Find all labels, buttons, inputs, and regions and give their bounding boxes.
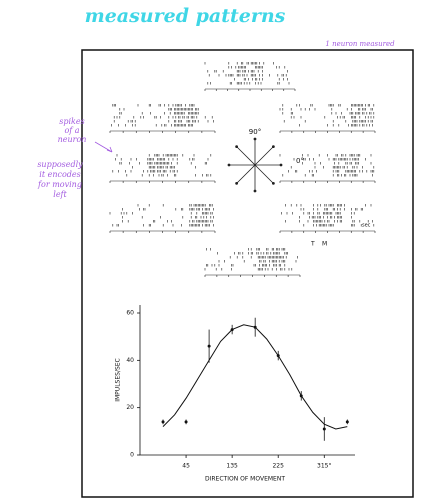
figure-frame	[81, 49, 414, 498]
note-line: of a	[64, 126, 79, 135]
arrow-head	[253, 137, 257, 141]
note-arrow	[94, 141, 113, 153]
y-tick-label: 20	[126, 404, 134, 411]
raster-panel	[279, 154, 376, 183]
data-point	[322, 427, 326, 431]
data-point	[299, 394, 303, 398]
x-tick-label: 315°	[317, 463, 331, 470]
note-line: supposedly	[37, 160, 83, 169]
arrow-head	[271, 145, 275, 149]
x-axis-label: DIRECTION OF MOVEMENT	[205, 476, 285, 483]
raster-panel	[204, 62, 296, 91]
raster-panel	[109, 104, 216, 133]
arrow-head	[227, 163, 231, 167]
direction-arrow	[236, 146, 256, 166]
arrow-head	[235, 145, 239, 149]
note-line: it encodes	[39, 170, 80, 179]
angle-0: 0°	[296, 157, 304, 165]
raster-panel	[109, 204, 216, 233]
direction-star	[227, 137, 283, 193]
m-label: M	[322, 241, 327, 248]
chart: 0 20 40 60 45 135 225 315° IMPULSES/SEC DIRECTION…	[115, 305, 355, 483]
raster-figure	[109, 62, 376, 277]
time-label: sec	[362, 223, 371, 229]
arrow-head	[271, 181, 275, 185]
direction-arrow	[254, 164, 274, 184]
raster-panel	[279, 204, 376, 233]
direction-arrow	[236, 164, 256, 184]
arrow-head	[253, 189, 257, 193]
data-point	[253, 325, 257, 329]
y-tick-label: 0	[130, 452, 134, 459]
y-tick-label: 40	[126, 357, 134, 364]
x-tick-label: 225	[272, 463, 284, 470]
direction-arrow	[254, 146, 274, 166]
raster-panel	[109, 154, 216, 183]
x-tick-label: 45	[182, 463, 190, 470]
data-point	[184, 420, 188, 424]
raster-panel	[279, 104, 376, 133]
data-point	[161, 420, 165, 424]
note-line: for moving	[37, 180, 82, 189]
angle-90: 90°	[249, 128, 261, 136]
y-tick-label: 60	[126, 310, 134, 317]
note-line: spikes	[59, 117, 84, 126]
data-point	[345, 420, 349, 424]
arrow-head	[235, 181, 239, 185]
note-title: measured patterns	[85, 5, 286, 27]
note-top-right: 1 neuron measured	[325, 40, 395, 48]
note-line: neuron	[58, 135, 87, 144]
note-line: left	[53, 190, 67, 199]
arrow-head	[279, 163, 283, 167]
t-label: T	[310, 241, 315, 248]
y-axis-label: IMPULSES/SEC	[115, 358, 122, 402]
x-tick-label: 135	[226, 463, 238, 470]
raster-panel	[204, 248, 301, 277]
data-point	[276, 354, 280, 358]
data-point	[230, 328, 234, 332]
data-point	[207, 344, 211, 348]
